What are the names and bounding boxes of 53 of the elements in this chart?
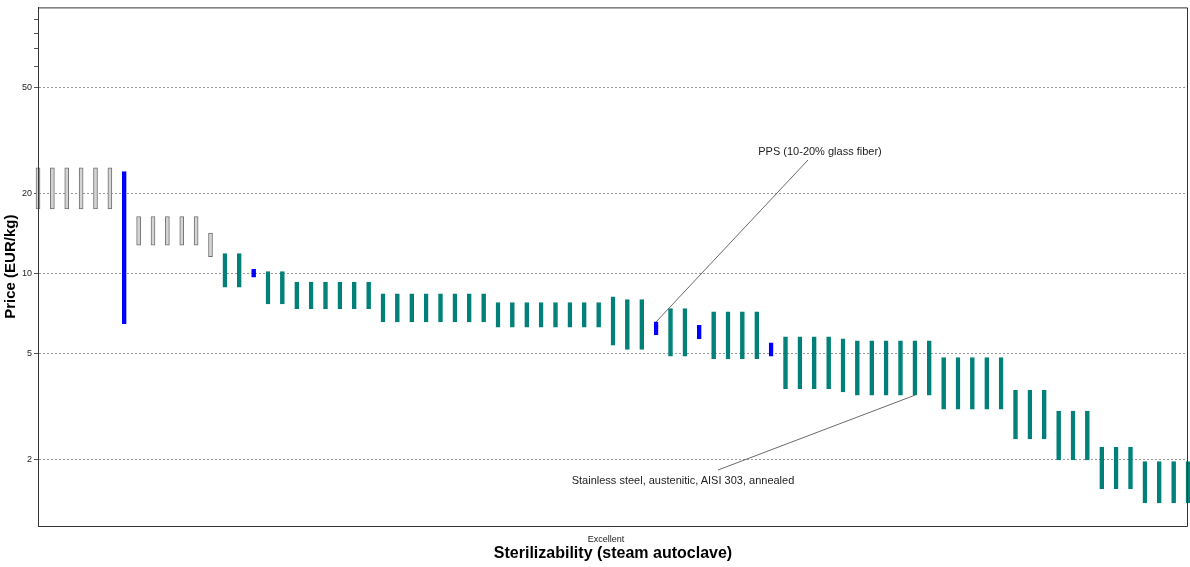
bar xyxy=(366,281,371,309)
bar xyxy=(481,293,486,323)
bar xyxy=(524,302,530,328)
bar xyxy=(581,302,587,328)
bar xyxy=(783,336,788,390)
bar xyxy=(280,271,285,305)
bar xyxy=(754,311,760,360)
bar xyxy=(1128,447,1133,490)
bar xyxy=(510,302,515,328)
bar xyxy=(251,268,256,278)
bar xyxy=(466,293,472,323)
y-axis-title: Price (EUR/kg) xyxy=(1,214,19,319)
bar xyxy=(869,340,875,396)
bar xyxy=(668,308,673,357)
bar xyxy=(696,325,702,340)
y-tick-label: 5 xyxy=(26,348,32,359)
bar xyxy=(1156,461,1162,504)
bar xyxy=(984,357,990,410)
bar xyxy=(553,302,558,328)
bar xyxy=(294,281,300,309)
bar xyxy=(898,340,903,396)
bar xyxy=(236,253,242,288)
y-tick-label: 10 xyxy=(21,268,32,279)
bar xyxy=(1085,410,1090,461)
bar xyxy=(596,302,601,328)
bar xyxy=(323,281,328,309)
bar xyxy=(941,357,946,410)
x-axis-title: Sterilizability (steam autoclave) xyxy=(493,543,733,561)
bar xyxy=(1041,390,1047,440)
bar xyxy=(1099,447,1105,490)
bar xyxy=(1056,410,1061,461)
bar xyxy=(438,293,443,323)
y-tick-label: 50 xyxy=(21,82,32,93)
bar xyxy=(121,171,127,324)
bar xyxy=(811,336,817,390)
bar xyxy=(1013,390,1018,440)
bar xyxy=(855,340,860,396)
bar xyxy=(409,293,415,323)
annotation: Stainless steel, austenitic, AISI 303, annealed xyxy=(571,474,795,487)
bar xyxy=(395,293,400,323)
bar xyxy=(625,299,630,350)
y-tick-label: 20 xyxy=(21,188,32,199)
bar xyxy=(970,357,975,410)
bar xyxy=(826,336,831,390)
bar xyxy=(711,311,716,360)
bar xyxy=(351,281,357,309)
bar xyxy=(1171,461,1176,504)
text: Excellent xyxy=(587,534,625,545)
y-tick-label: 2 xyxy=(26,454,32,465)
annotation: PPS (10-20% glass fiber) xyxy=(758,145,882,158)
bar xyxy=(926,340,932,396)
bar xyxy=(639,299,645,350)
bar xyxy=(740,311,745,360)
